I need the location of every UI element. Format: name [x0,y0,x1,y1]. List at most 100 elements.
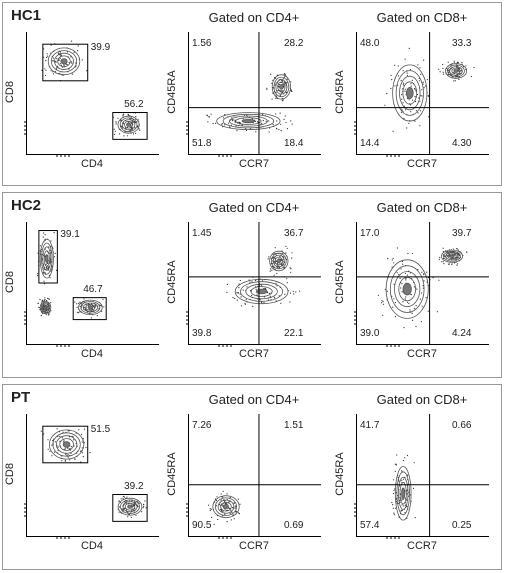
event-dot [392,257,394,259]
event-dot [391,259,393,261]
population-contour [447,64,465,78]
event-dot [289,301,291,303]
quadrant-bl-value: 57.4 [360,520,380,531]
population-contour [62,441,71,448]
event-dot [441,261,443,263]
event-dot [405,109,407,111]
event-dot [400,268,402,270]
event-dot [261,280,264,282]
event-dot [473,66,475,69]
event-dot [251,294,253,296]
event-dot [136,500,138,502]
event-dot [46,56,48,58]
event-dot [127,113,129,115]
event-dot [403,82,405,84]
x-axis-label: CCR7 [407,348,437,360]
event-dot [423,87,425,89]
event-dot [144,500,146,502]
population-contour [43,305,47,310]
event-dot [438,258,440,261]
event-dot [394,64,396,66]
population-contour [42,246,52,271]
population-contour [445,63,468,79]
cd4-gate [72,297,107,321]
population-contour [122,501,138,513]
y-axis-label: CD8 [4,271,16,294]
event-dot [266,88,268,90]
event-dot [237,292,239,294]
event-dot [268,120,270,122]
panel-title-hc1-1: Gated on CD4+ [208,10,300,25]
x-axis-label: CCR7 [239,540,269,552]
event-dot [232,297,234,299]
population-contour [41,303,50,312]
event-dot [47,439,49,441]
event-dot [83,428,85,430]
event-dot [61,437,63,439]
event-dot [118,500,120,502]
event-dot [82,456,84,458]
event-dot [396,247,398,249]
event-dot [216,496,218,498]
population-contour [453,69,459,73]
event-dot [76,311,79,313]
cd8-gate [38,230,58,284]
event-dot [453,248,455,250]
population-contour [121,119,136,131]
event-dot [222,490,224,492]
event-dot [382,314,384,316]
event-dot [404,88,406,90]
event-dot [93,306,95,309]
event-dot [420,95,422,97]
event-dot [282,252,284,254]
event-dot [279,112,281,114]
event-dot [46,53,48,55]
population-contour [240,281,284,302]
event-dot [226,493,228,495]
event-dot [234,507,237,509]
event-dot [384,288,386,291]
event-dot [207,121,209,123]
event-dot [44,297,46,299]
event-dot [255,279,257,282]
event-dot [226,283,228,285]
event-dot [81,447,83,449]
event-dot [52,57,55,59]
event-dot [262,113,264,115]
event-dot [210,113,212,115]
population-contour [45,254,49,263]
event-dot [284,293,286,295]
event-dot [130,516,132,518]
event-dot [132,133,135,135]
event-dot [234,297,236,300]
population-contour [272,254,285,268]
event-dot [119,133,121,135]
event-dot [123,113,125,115]
event-dot [286,278,288,280]
event-dot [451,263,453,265]
quadrant-tl-value: 1.56 [192,38,212,49]
event-dot [113,128,115,130]
population-contour [120,499,140,514]
event-dot [276,285,278,287]
event-dot [286,78,288,80]
event-dot [278,128,280,131]
event-dot [78,429,80,431]
event-dot [292,290,294,292]
y-axis-label: CD45RA [334,452,346,496]
event-dot [408,99,410,101]
event-dot [409,272,411,274]
event-dot [49,277,51,279]
event-dot [458,69,460,71]
event-dot [57,65,59,67]
event-dot [402,301,404,303]
event-dot [251,281,253,283]
event-dot [421,305,423,307]
event-dot [421,271,423,273]
population-contour [405,87,414,100]
population-contour [82,302,98,313]
quadrant-tl-value: 1.45 [192,228,212,239]
event-dot [415,110,417,112]
event-dot [210,508,212,510]
event-dot [401,94,403,96]
